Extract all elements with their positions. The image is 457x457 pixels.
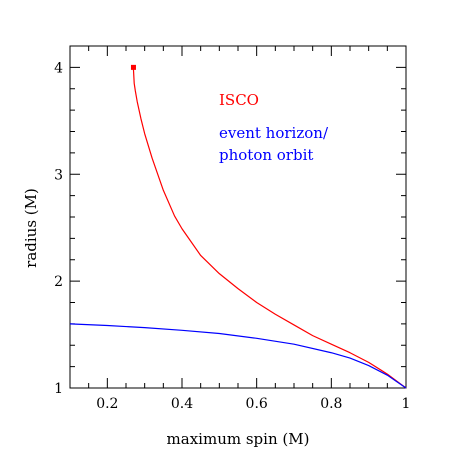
series-layer <box>69 64 407 389</box>
x-tick-label: 0.4 <box>171 396 193 412</box>
x-tick-label: 1 <box>402 396 411 412</box>
annotation-photon-orbit: photon orbit <box>219 146 313 164</box>
y-tick-label: 1 <box>54 381 63 397</box>
y-tick-label: 4 <box>54 60 63 76</box>
annotation-isco: ISCO <box>219 91 259 109</box>
tick-labels: 0.2 0.4 0.6 0.8 1 1 2 3 4 <box>54 60 410 412</box>
x-tick-label: 0.6 <box>246 396 268 412</box>
y-tick-label: 3 <box>54 167 63 183</box>
isco-curve <box>132 69 407 389</box>
y-axis-label: radius (M) <box>22 188 40 268</box>
x-tick-label: 0.8 <box>320 396 342 412</box>
annotation-event-horizon: event horizon/ <box>219 124 329 142</box>
ticks <box>69 45 407 389</box>
x-axis-label: maximum spin (M) <box>167 430 310 448</box>
y-tick-label: 2 <box>54 274 63 290</box>
horizon-curve <box>69 323 407 389</box>
isco-endpoint-marker <box>130 64 136 70</box>
x-tick-label: 0.2 <box>96 396 118 412</box>
